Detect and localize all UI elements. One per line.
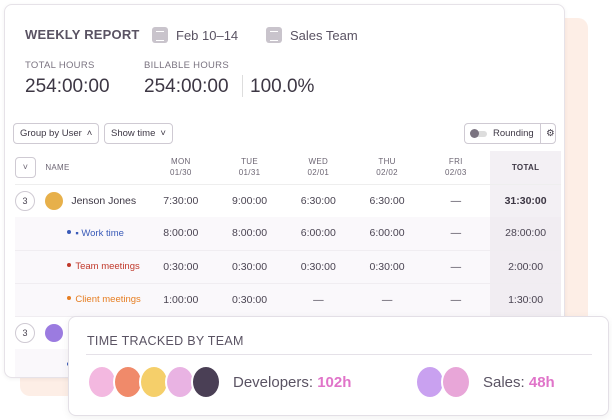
billable-hours-label: BILLABLE HOURS bbox=[144, 60, 229, 71]
cell-value: — bbox=[450, 194, 462, 207]
cell-value: 1:30:00 bbox=[490, 283, 561, 317]
cell-value: 0:30:00 bbox=[146, 250, 216, 284]
cell-value: 0:30:00 bbox=[352, 250, 422, 284]
cell-value: 02/01 bbox=[307, 168, 330, 178]
avatar bbox=[45, 323, 64, 342]
cell-value: — bbox=[421, 217, 491, 251]
rounding-label: Rounding bbox=[493, 128, 534, 139]
toggle-switch bbox=[470, 128, 487, 138]
cell-value: 01/31 bbox=[238, 168, 261, 178]
cell-value: — bbox=[421, 283, 491, 317]
avatar bbox=[87, 365, 117, 399]
col-total: TOTAL bbox=[490, 151, 561, 185]
cell-value: 02/03 bbox=[445, 168, 467, 178]
cell-value: MON bbox=[171, 157, 191, 167]
entry-count-badge[interactable]: 3 bbox=[15, 190, 35, 211]
divider bbox=[242, 75, 243, 97]
team-label: Sales Team bbox=[290, 27, 358, 43]
group-by-label: Group by User bbox=[20, 128, 82, 139]
group-by-dropdown[interactable]: Group by User ˄ bbox=[13, 123, 100, 144]
cell-value: 0:30:00 bbox=[283, 250, 353, 284]
cell-value: Client meetings bbox=[75, 294, 141, 305]
cell-value: 31:30:00 bbox=[490, 184, 561, 217]
expand-all-chevron-icon[interactable]: ˅ bbox=[15, 156, 36, 178]
popup-title: TIME TRACKED BY TEAM bbox=[87, 334, 244, 348]
chevron-down-icon: ˅ bbox=[160, 128, 166, 139]
time-tracked-by-team-card: TIME TRACKED BY TEAM Developers: 102h Sa… bbox=[68, 316, 609, 416]
cell-value: TUE bbox=[241, 157, 259, 167]
report-title: WEEKLY REPORT bbox=[25, 27, 140, 42]
calendar-icon bbox=[152, 27, 168, 43]
avatar bbox=[45, 191, 64, 210]
cell-value: 6:30:00 bbox=[369, 194, 405, 207]
team-icon bbox=[266, 27, 282, 43]
col-wed: WED 02/01 bbox=[283, 151, 353, 185]
cell-value: Sales: bbox=[483, 373, 529, 391]
total-hours-value: 254:00:00 bbox=[25, 76, 110, 97]
cell-value: 02/02 bbox=[376, 168, 398, 178]
developers-label: Developers: 102h bbox=[233, 374, 351, 391]
avatar bbox=[441, 365, 471, 399]
title: WEEKLY REPORT bbox=[25, 27, 140, 42]
show-time-dropdown[interactable]: Show time ˅ bbox=[104, 123, 173, 144]
cell-value: 48h bbox=[528, 373, 555, 391]
table-row-client-meetings: Client meetings 1:00:00 0:30:00— — —1:30:00 bbox=[15, 283, 561, 317]
table-row-team-meetings: Team meetings 0:30:00 0:30:00 0:30:00 0:30:… bbox=[15, 250, 561, 284]
cell-value: 6:00:00 bbox=[352, 217, 422, 251]
cell-value: 7:30:00 bbox=[163, 194, 199, 207]
cell-value: 28:00:00 bbox=[490, 217, 561, 251]
cell-value: 6:00:00 bbox=[283, 217, 353, 251]
cell-value: 6:30:00 bbox=[300, 194, 336, 207]
cell-value: 01/30 bbox=[170, 168, 192, 178]
cell-value: 2:00:00 bbox=[490, 250, 561, 284]
cell-value: 1:00:00 bbox=[146, 283, 216, 317]
cell-value: — bbox=[421, 250, 491, 284]
cell-value: 9:00:00 bbox=[232, 194, 268, 207]
billable-hours-value: 254:00:00 bbox=[144, 76, 229, 97]
cell-value: Team meetings bbox=[75, 261, 140, 272]
cell-value: 0:30:00 bbox=[215, 250, 284, 284]
cell-value: 8:00:00 bbox=[215, 217, 284, 251]
entry-count-badge[interactable]: 3 bbox=[15, 322, 35, 343]
settings-gear-icon[interactable]: ⚙ bbox=[546, 128, 555, 139]
date-range-label: Feb 10–14 bbox=[176, 27, 239, 43]
chevron-up-icon: ˄ bbox=[86, 128, 93, 139]
avatar bbox=[113, 365, 143, 399]
col-thu: THU 02/02 bbox=[352, 151, 422, 185]
table-row-user[interactable]: 3 Jenson Jones 7:30:00 9:00:00 6:30:00 6:30… bbox=[15, 184, 561, 217]
col-mon: MON 01/30 bbox=[146, 151, 216, 185]
rounding-toggle[interactable]: Rounding bbox=[465, 124, 541, 143]
sales-label: Sales: 48h bbox=[483, 374, 555, 391]
cell-value: THU bbox=[378, 157, 396, 167]
table-row-work-time: ▪ Work time 8:00:00 8:00:00 6:00:00 6:00:00… bbox=[15, 217, 561, 251]
team-developers[interactable]: Developers: 102h bbox=[87, 365, 351, 399]
computer-icon: ▪ bbox=[75, 227, 79, 239]
date-range[interactable]: Feb 10–14 bbox=[152, 27, 238, 43]
cell-value: Work time bbox=[81, 227, 124, 239]
show-time-label: Show time bbox=[111, 128, 156, 139]
billable-percent: 100.0% bbox=[250, 76, 315, 97]
col-fri: FRI 02/03 bbox=[421, 151, 491, 185]
team-selector[interactable]: Sales Team bbox=[266, 27, 358, 43]
cell-value: WED bbox=[308, 157, 329, 167]
col-name: NAME bbox=[45, 151, 147, 185]
table-header: ˅ NAME MON 01/30 TUE 01/31 WED 02/01 THU 02/… bbox=[15, 151, 561, 185]
avatar bbox=[415, 365, 445, 399]
rounding-control: Rounding ⚙ bbox=[464, 123, 556, 144]
cell-value: 102h bbox=[317, 373, 352, 391]
avatar bbox=[191, 365, 221, 399]
user-name: Jenson Jones bbox=[71, 194, 137, 207]
total-hours-label: TOTAL HOURS bbox=[25, 60, 95, 71]
cell-value: FRI bbox=[448, 157, 463, 167]
cell-value: Developers: bbox=[233, 373, 318, 391]
cell-value: 8:00:00 bbox=[146, 217, 216, 251]
cell-value: — bbox=[283, 283, 353, 317]
divider bbox=[86, 354, 592, 355]
col-tue: TUE 01/31 bbox=[215, 151, 284, 185]
team-sales[interactable]: Sales: 48h bbox=[415, 365, 555, 399]
cell-value: — bbox=[352, 283, 422, 317]
cell-value: 0:30:00 bbox=[215, 283, 284, 317]
